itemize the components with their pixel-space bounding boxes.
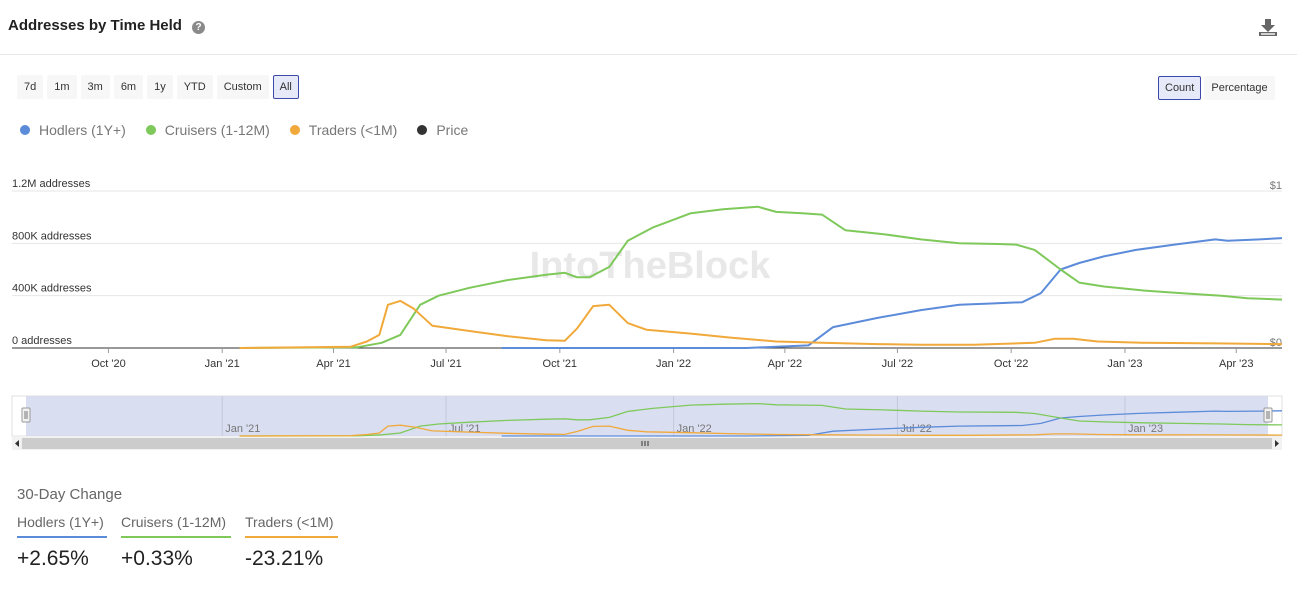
legend-item-hodlers[interactable]: Hodlers (1Y+) <box>20 122 126 138</box>
range-button-ytd[interactable]: YTD <box>176 75 213 99</box>
x-tick-label: Oct '22 <box>994 358 1029 370</box>
legend-label: Price <box>436 122 469 138</box>
scroll-right-arrow[interactable] <box>1275 440 1279 447</box>
range-button-6m[interactable]: 6m <box>113 75 144 99</box>
chart-legend: Hodlers (1Y+) Cruisers (1-12M) Traders (<1… <box>20 122 488 138</box>
change-value: +0.33% <box>121 547 193 570</box>
y-tick-label: 0 addresses <box>12 335 72 347</box>
y-tick-label: 1.2M addresses <box>12 178 91 190</box>
legend-dot <box>145 125 156 135</box>
navigator-tick-label: Jan '21 <box>225 423 260 435</box>
legend-dot <box>289 125 300 135</box>
x-tick-label: Jul '22 <box>882 358 913 370</box>
series-line-cruisers <box>239 205 1283 349</box>
help-icon[interactable]: ? <box>192 21 205 34</box>
scroll-left-arrow[interactable] <box>15 440 19 447</box>
navigator-handle[interactable] <box>1263 407 1273 423</box>
change-card-traders: Traders (<1M) -23.21% <box>245 514 338 571</box>
download-icon[interactable] <box>1258 17 1278 37</box>
header-divider <box>0 54 1297 55</box>
series-line-hodlers <box>501 237 1283 349</box>
legend-label: Traders (<1M) <box>308 122 398 138</box>
scrollbar-thumb[interactable] <box>22 438 1272 449</box>
mode-selector: Count Percentage <box>1158 76 1275 100</box>
legend-dot <box>417 125 428 135</box>
x-tick-label: Oct '20 <box>91 358 126 370</box>
watermark: IntoTheBlock <box>530 245 772 287</box>
x-tick-label: Apr '23 <box>1219 358 1254 370</box>
change-underline <box>245 536 338 538</box>
series-line-traders <box>239 299 1283 349</box>
y-right-tick-label: $0 <box>1270 337 1282 349</box>
x-tick-label: Jan '21 <box>205 358 240 370</box>
legend-item-price[interactable]: Price <box>417 122 468 138</box>
x-tick-label: Oct '21 <box>543 358 578 370</box>
mode-button-percentage[interactable]: Percentage <box>1204 76 1275 100</box>
legend-dot <box>20 125 30 135</box>
y-tick-label: 800K addresses <box>12 230 92 242</box>
x-tick-label: Apr '22 <box>768 358 803 370</box>
change-value: -23.21% <box>245 547 324 570</box>
mode-button-count[interactable]: Count <box>1158 76 1202 100</box>
legend-label: Hodlers (1Y+) <box>39 122 126 138</box>
navigator-tick-label: Jul '22 <box>900 423 931 435</box>
change-label: Cruisers (1-12M) <box>121 514 227 530</box>
change-label: Hodlers (1Y+) <box>17 514 104 530</box>
navigator-line-traders <box>239 424 1283 437</box>
legend-item-cruisers[interactable]: Cruisers (1-12M) <box>145 122 270 138</box>
y-tick-label: 400K addresses <box>12 283 92 295</box>
addresses-chart: 0 addresses 400K addresses 800K addresses 1… <box>11 178 1283 450</box>
navigator-handle[interactable] <box>21 407 31 423</box>
navigator-line-hodlers <box>501 410 1283 437</box>
page-title: Addresses by Time Held <box>8 17 182 34</box>
legend-item-traders[interactable]: Traders (<1M) <box>289 122 398 138</box>
change-value: +2.65% <box>17 547 89 570</box>
x-tick-label: Jul '21 <box>430 358 461 370</box>
x-tick-label: Jan '23 <box>1107 358 1142 370</box>
change-card-cruisers: Cruisers (1-12M) +0.33% <box>121 514 231 571</box>
legend-label: Cruisers (1-12M) <box>164 122 270 138</box>
range-button-1y[interactable]: 1y <box>147 75 173 99</box>
range-button-3m[interactable]: 3m <box>80 75 110 99</box>
x-tick-label: Apr '21 <box>316 358 351 370</box>
range-button-7d[interactable]: 7d <box>17 75 44 99</box>
change-label: Traders (<1M) <box>245 514 334 530</box>
x-tick-label: Jan '22 <box>656 358 691 370</box>
y-right-tick-label: $1 <box>1270 180 1282 192</box>
navigator-tick-label: Jan '23 <box>1128 423 1163 435</box>
change-section-title: 30-Day Change <box>17 486 123 503</box>
navigator-selection <box>26 396 1268 436</box>
range-button-1m[interactable]: 1m <box>47 75 77 99</box>
range-button-all[interactable]: All <box>272 75 299 99</box>
change-card-hodlers: Hodlers (1Y+) +2.65% <box>17 514 107 571</box>
change-underline <box>121 536 231 538</box>
navigator-line-cruisers <box>239 402 1283 437</box>
navigator-tick-label: Jul '21 <box>449 423 480 435</box>
range-button-custom[interactable]: Custom <box>216 75 269 99</box>
change-underline <box>17 536 107 538</box>
range-selector: 7d 1m 3m 6m 1y YTD Custom All <box>17 75 299 99</box>
